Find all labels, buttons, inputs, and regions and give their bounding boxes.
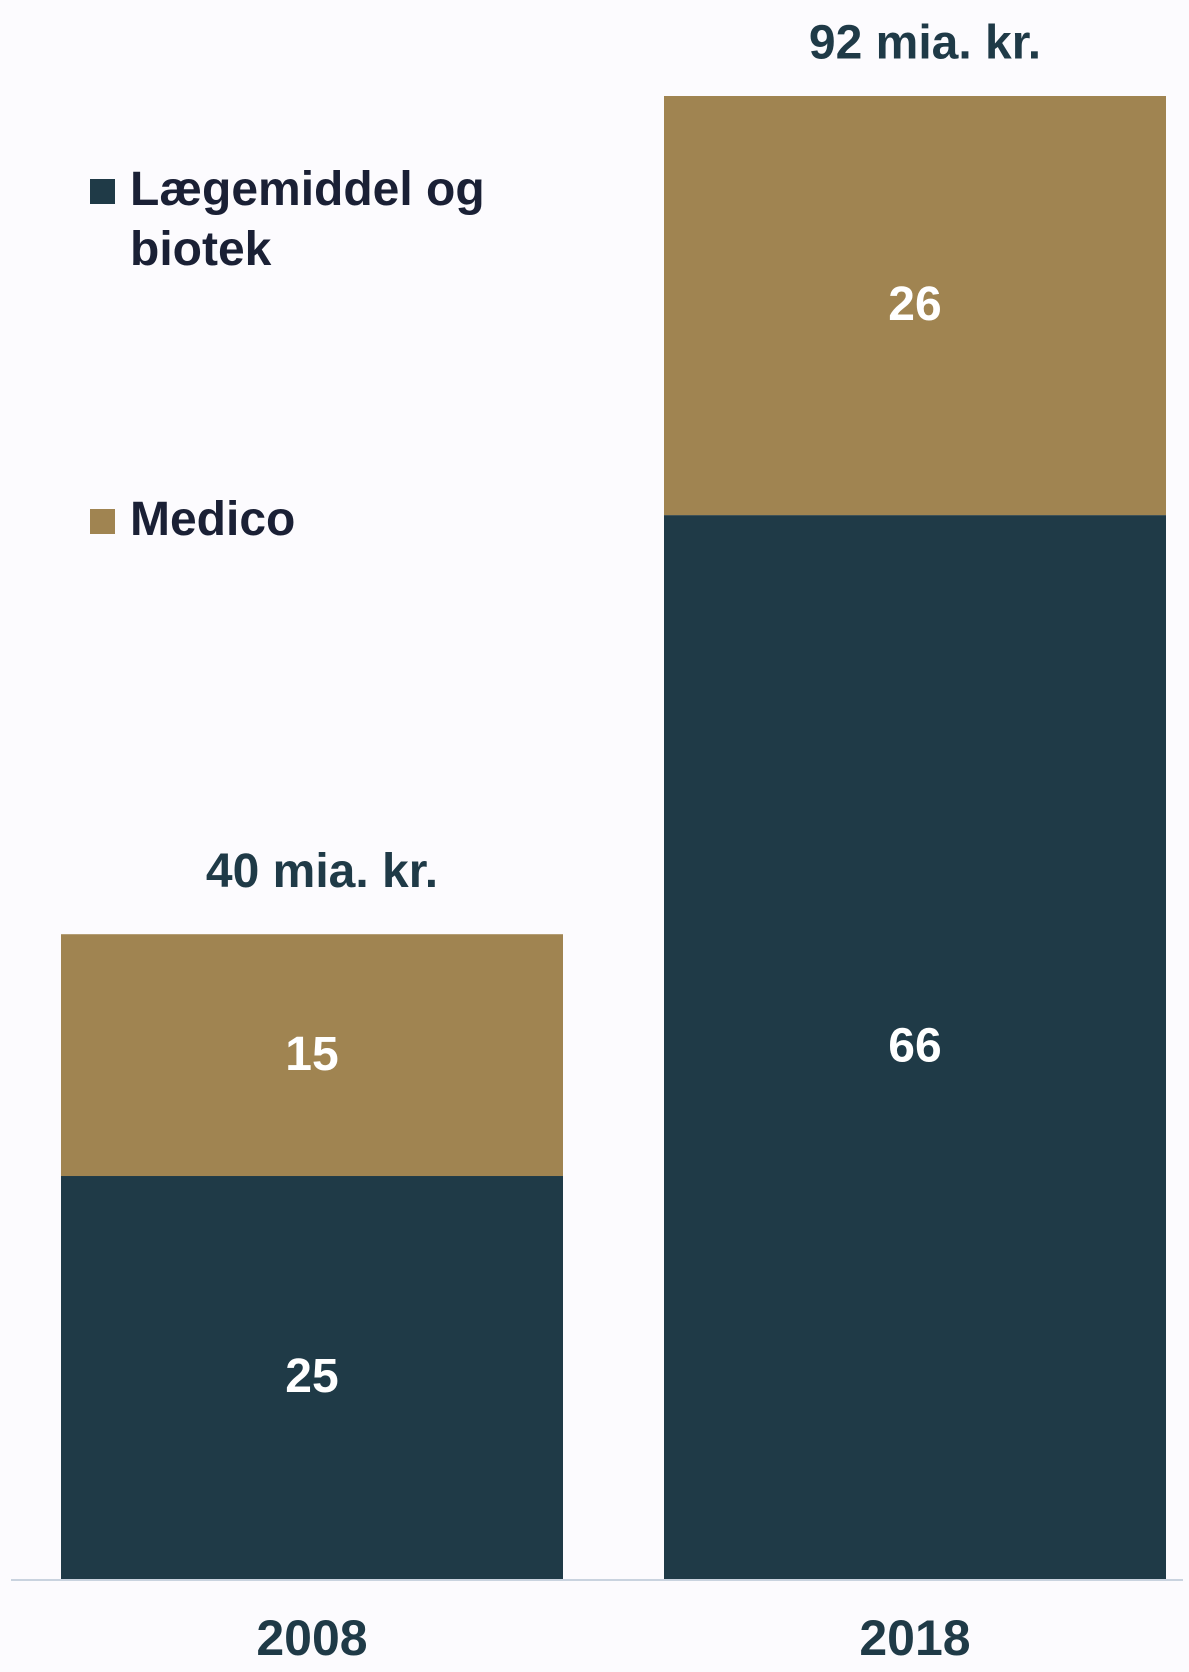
total-label: 40 mia. kr. <box>206 845 438 898</box>
legend-label: Lægemiddel og biotek <box>130 163 485 276</box>
bar-segment <box>664 515 1166 1580</box>
value-label: 15 <box>285 1028 338 1081</box>
value-label: 26 <box>888 278 941 331</box>
value-label: 25 <box>285 1350 338 1403</box>
bar-segment <box>61 1176 563 1579</box>
legend-swatch <box>90 179 115 204</box>
legend-item: Lægemiddel og biotek <box>90 160 530 280</box>
total-label: 92 mia. kr. <box>809 17 1041 70</box>
legend-swatch <box>90 509 115 534</box>
legend-item: Medico <box>90 490 530 550</box>
bar-segment <box>664 96 1166 516</box>
bar-segment <box>61 934 563 1177</box>
legend-label: Medico <box>130 493 296 546</box>
x-tick-label: 2018 <box>859 1610 970 1666</box>
x-tick-label: 2008 <box>256 1610 367 1666</box>
value-label: 66 <box>888 1020 941 1073</box>
